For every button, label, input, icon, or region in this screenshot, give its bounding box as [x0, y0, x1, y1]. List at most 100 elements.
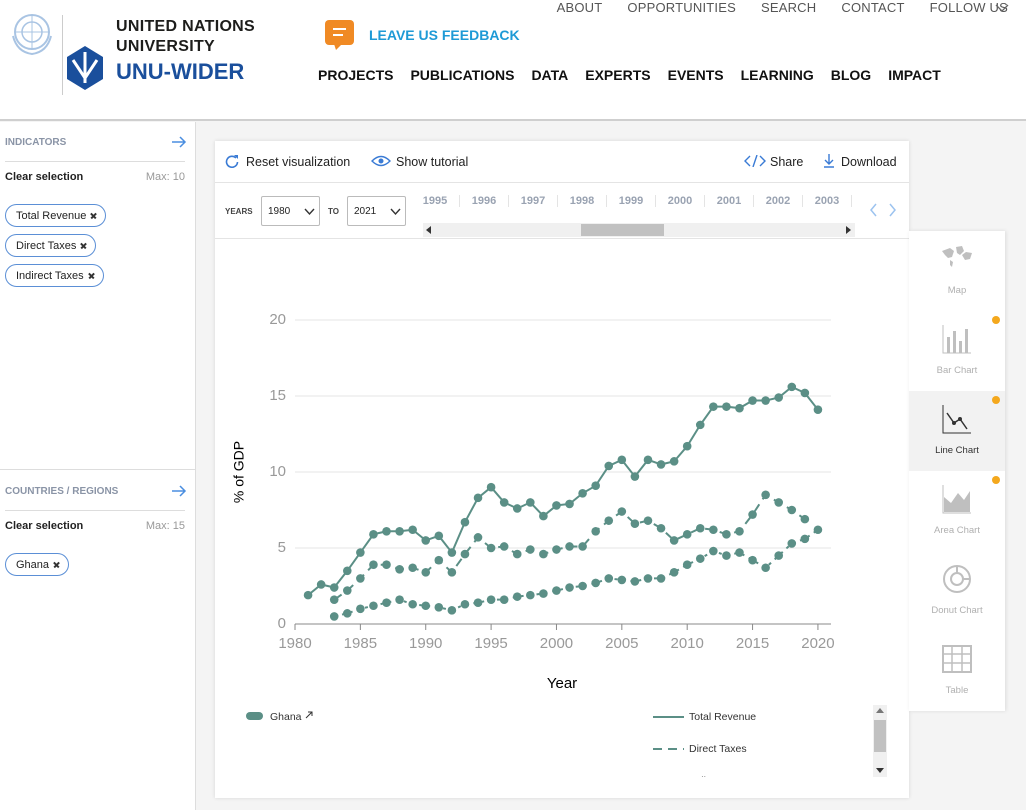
data-point	[761, 490, 770, 500]
main-nav-item[interactable]: DATA	[531, 67, 569, 83]
reset-button[interactable]: Reset visualization	[246, 155, 351, 169]
tutorial-button[interactable]: Show tutorial	[396, 155, 469, 169]
scrollbar[interactable]	[423, 223, 855, 237]
share-button[interactable]: Share	[770, 155, 804, 169]
main-nav-item[interactable]: PROJECTS	[318, 67, 394, 83]
data-point	[761, 396, 770, 405]
feedback-icon[interactable]	[325, 20, 354, 50]
timeline-year[interactable]: 1998	[558, 195, 607, 207]
data-point	[486, 543, 496, 553]
chip-remove[interactable]	[88, 275, 95, 277]
data-point	[421, 601, 431, 611]
chart-type[interactable]: Bar Chart	[909, 311, 1005, 391]
top-nav-item[interactable]: CONTACT	[841, 0, 905, 15]
data-point	[552, 586, 561, 595]
download-icon[interactable]	[823, 154, 835, 168]
chart-type-label: Bar Chart	[936, 365, 978, 376]
scroll-thumb[interactable]	[581, 224, 664, 236]
timeline-year[interactable]: 2002	[754, 195, 803, 207]
scroll-left[interactable]	[426, 226, 432, 234]
timeline-arrows[interactable]	[869, 203, 897, 217]
chip-remove[interactable]	[80, 245, 87, 247]
data-point	[526, 498, 535, 507]
timeline-year[interactable]: 2003	[803, 195, 852, 207]
external-link-icon[interactable]	[305, 711, 313, 719]
year-from-select[interactable]: 1980	[261, 196, 320, 226]
timeline-year[interactable]: 1995	[411, 195, 460, 207]
legend-scrollbar[interactable]	[873, 705, 887, 777]
years-label: YEARS	[225, 207, 253, 216]
data-point	[669, 457, 679, 466]
main-nav-item[interactable]: EXPERTS	[585, 67, 651, 83]
chip-remove[interactable]	[53, 564, 60, 566]
scroll-down[interactable]	[876, 768, 884, 774]
top-nav-item[interactable]: ABOUT	[556, 0, 603, 15]
share-icon[interactable]	[744, 155, 766, 167]
legend-item[interactable]: Total Revenue	[653, 711, 756, 727]
timeline-year[interactable]: 1999	[607, 195, 656, 207]
download-button[interactable]: Download	[841, 155, 897, 169]
chip-remove[interactable]	[90, 215, 97, 217]
data-point	[643, 574, 653, 583]
clear-selection[interactable]: Clear selection	[5, 520, 84, 532]
clear-selection[interactable]: Clear selection	[5, 171, 84, 183]
divider	[62, 15, 63, 95]
main-nav-item[interactable]: LEARNING	[740, 67, 814, 83]
arrow[interactable]	[171, 136, 187, 148]
chart-type[interactable]: Donut Chart	[909, 551, 1005, 631]
main-nav-item[interactable]: BLOG	[830, 67, 872, 83]
data-point	[748, 510, 757, 519]
timeline-year[interactable]: 2000	[656, 195, 705, 207]
scroll-up[interactable]	[876, 708, 884, 714]
data-point	[656, 460, 666, 469]
data-point	[774, 393, 784, 402]
data-point	[695, 523, 705, 533]
series-line	[307, 385, 819, 596]
chart-type[interactable]: Table	[909, 631, 1005, 711]
data-point	[342, 566, 352, 576]
eye-icon[interactable]	[371, 155, 391, 167]
chip[interactable]: Ghana	[5, 553, 70, 576]
scroll-thumb[interactable]	[874, 720, 886, 752]
year-from: 1980	[268, 206, 291, 217]
data-point	[565, 499, 574, 509]
legend-item[interactable]: Direct Taxes	[653, 743, 747, 759]
chip[interactable]: Direct Taxes	[5, 234, 97, 257]
data-point	[395, 526, 404, 536]
chart-type[interactable]: Map	[909, 231, 1005, 311]
main-nav-item[interactable]: EVENTS	[667, 67, 724, 83]
data-point	[813, 525, 823, 535]
timeline-year[interactable]: 2001	[705, 195, 754, 207]
scroll-right[interactable]	[846, 226, 852, 234]
data-point	[539, 589, 548, 598]
feedback-link[interactable]: LEAVE US FEEDBACK	[369, 27, 520, 43]
arrow[interactable]	[171, 485, 187, 497]
top-nav-item[interactable]: OPPORTUNITIES	[627, 0, 736, 15]
year-to-select[interactable]: 2021	[347, 196, 406, 226]
country-legend[interactable]: Ghana	[270, 711, 302, 723]
y-tick-label: 10	[269, 463, 286, 480]
timeline-year[interactable]: 1997	[509, 195, 558, 207]
legend-item[interactable]: Indirect Taxes	[653, 775, 754, 777]
main-nav-item[interactable]: IMPACT	[888, 67, 941, 83]
data-point	[526, 545, 535, 554]
data-point	[748, 555, 757, 565]
timeline-year[interactable]: 1996	[460, 195, 509, 207]
y-tick-label: 20	[269, 311, 286, 328]
main-nav-item[interactable]: PUBLICATIONS	[410, 67, 515, 83]
data-point	[512, 592, 522, 601]
top-nav-item[interactable]: SEARCH	[760, 0, 817, 15]
data-point	[735, 548, 744, 557]
reset-icon[interactable]	[225, 154, 239, 168]
data-point	[408, 599, 417, 609]
chip-label: Ghana	[16, 559, 50, 571]
data-point	[486, 595, 496, 604]
data-point	[695, 420, 705, 430]
map-icon	[942, 246, 972, 267]
chart-type[interactable]: Area Chart	[909, 471, 1005, 551]
chart-type[interactable]: Line Chart	[909, 391, 1005, 471]
chip[interactable]: Indirect Taxes	[5, 264, 104, 287]
chip[interactable]: Total Revenue	[5, 204, 107, 227]
top-nav-item[interactable]: FOLLOW US	[929, 0, 1008, 15]
